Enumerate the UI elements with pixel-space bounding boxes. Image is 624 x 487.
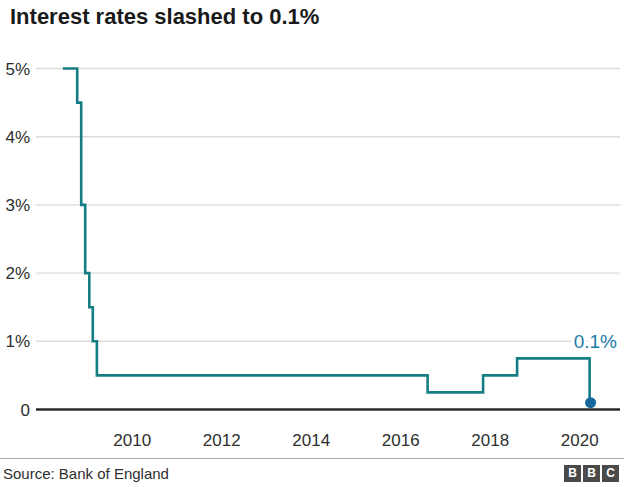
rate-chart: 0 1% 2% 3% 4% 5% 2010 2012 2014 2016 2018 2020 0.1% [0, 40, 624, 455]
chart-area: 0 1% 2% 3% 4% 5% 2010 2012 2014 2016 2018 2020 0.1% [0, 40, 624, 455]
y-tick-label: 2% [5, 264, 30, 283]
y-tick-label: 3% [5, 196, 30, 215]
end-point-dot [585, 397, 596, 408]
x-tick-label: 2018 [471, 431, 509, 450]
source-label: Source: Bank of England [3, 465, 169, 482]
x-tick-label: 2016 [382, 431, 420, 450]
x-tick-label: 2014 [292, 431, 330, 450]
chart-title: Interest rates slashed to 0.1% [10, 4, 610, 30]
y-tick-label: 0 [21, 401, 30, 420]
y-tick-label: 1% [5, 332, 30, 351]
bbc-logo-letter: C [602, 465, 619, 482]
end-value-label: 0.1% [574, 331, 617, 352]
x-tick-label: 2020 [561, 431, 599, 450]
bbc-logo: B B C [564, 465, 619, 482]
y-tick-label: 4% [5, 128, 30, 147]
y-tick-label: 5% [5, 60, 30, 79]
footer: Source: Bank of England B B C [0, 458, 624, 487]
x-tick-label: 2010 [113, 431, 151, 450]
rate-step-line [63, 69, 590, 403]
bbc-logo-letter: B [583, 465, 600, 482]
x-tick-label: 2012 [203, 431, 241, 450]
bbc-logo-letter: B [564, 465, 581, 482]
